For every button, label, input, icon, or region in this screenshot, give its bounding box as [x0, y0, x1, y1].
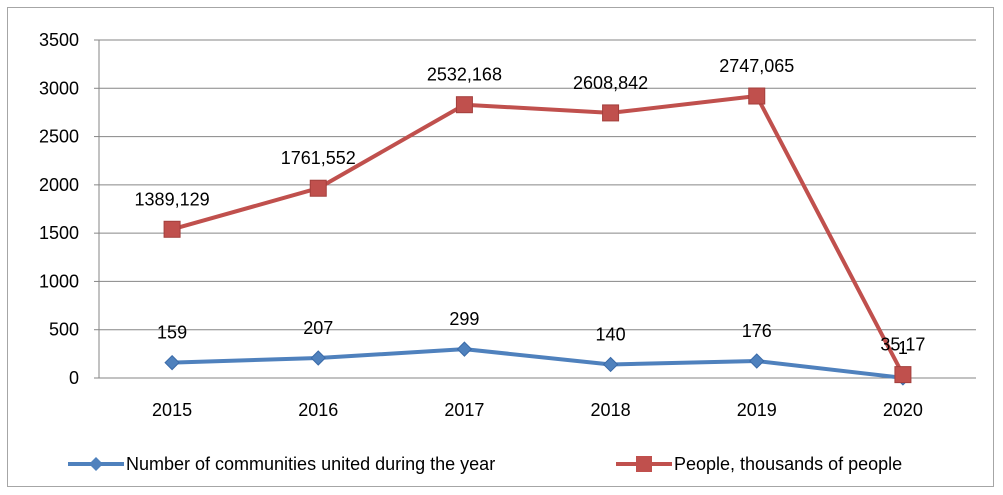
y-tick-label: 0: [69, 368, 79, 388]
series-layer: [163, 87, 912, 386]
data-point-0-1: [310, 350, 326, 366]
data-label: 1: [898, 338, 908, 358]
y-tick-label: 1000: [39, 271, 79, 291]
y-tick-label: 2500: [39, 127, 79, 147]
series-line-0: [172, 347, 904, 380]
chart-frame: 0 500 1000 1500 2000 2500 3000 3500 2015 2016 201…: [7, 7, 994, 487]
y-tick-label: 3500: [39, 30, 79, 50]
legend-label-1: People, thousands of people: [674, 454, 902, 474]
series-line-1: [171, 94, 905, 376]
data-label: 1761,552: [281, 148, 356, 168]
data-point-1-4: [748, 87, 766, 105]
data-point-0-2: [456, 341, 473, 357]
data-point-0-4: [749, 353, 765, 369]
x-tick-label: 2017: [444, 400, 484, 420]
data-label: 35,17: [880, 335, 925, 355]
data-labels: 159 207 299 140 176 1 1389,129 1761,552 2532,168…: [135, 56, 926, 358]
data-point-0-3: [602, 356, 619, 373]
y-tick-label: 2000: [39, 175, 79, 195]
data-label: 299: [449, 309, 479, 329]
x-axis-ticks: 2015 2016 2017 2018 2019 2020: [152, 400, 923, 420]
data-point-1-2: [455, 96, 473, 114]
data-point-1-5: [894, 366, 912, 384]
data-label: 140: [596, 324, 626, 344]
y-tick-label: 500: [49, 320, 79, 340]
data-label: 2532,168: [427, 65, 502, 85]
data-label: 176: [742, 321, 772, 341]
data-point-1-3: [602, 104, 620, 122]
data-label: 207: [303, 318, 333, 338]
x-tick-label: 2018: [591, 400, 631, 420]
x-tick-label: 2016: [298, 400, 338, 420]
legend: Number of communities united during the …: [68, 454, 902, 474]
x-tick-label: 2019: [737, 400, 777, 420]
x-tick-label: 2015: [152, 400, 192, 420]
data-label: 2747,065: [719, 56, 794, 76]
y-axis-ticks: 0 500 1000 1500 2000 2500 3000 3500: [39, 30, 99, 388]
data-point-1-1: [309, 179, 327, 197]
legend-marker-0: [89, 457, 103, 471]
legend-label-0: Number of communities united during the …: [126, 454, 495, 474]
legend-marker-1: [636, 456, 652, 472]
data-label: 2608,842: [573, 73, 648, 93]
gridlines: [98, 39, 976, 379]
y-tick-label: 3000: [39, 78, 79, 98]
data-point-1-0: [163, 220, 181, 238]
data-label: 159: [157, 323, 187, 343]
data-label: 1389,129: [135, 189, 210, 209]
x-tick-label: 2020: [883, 400, 923, 420]
y-tick-label: 1500: [39, 223, 79, 243]
data-point-0-0: [164, 354, 180, 371]
